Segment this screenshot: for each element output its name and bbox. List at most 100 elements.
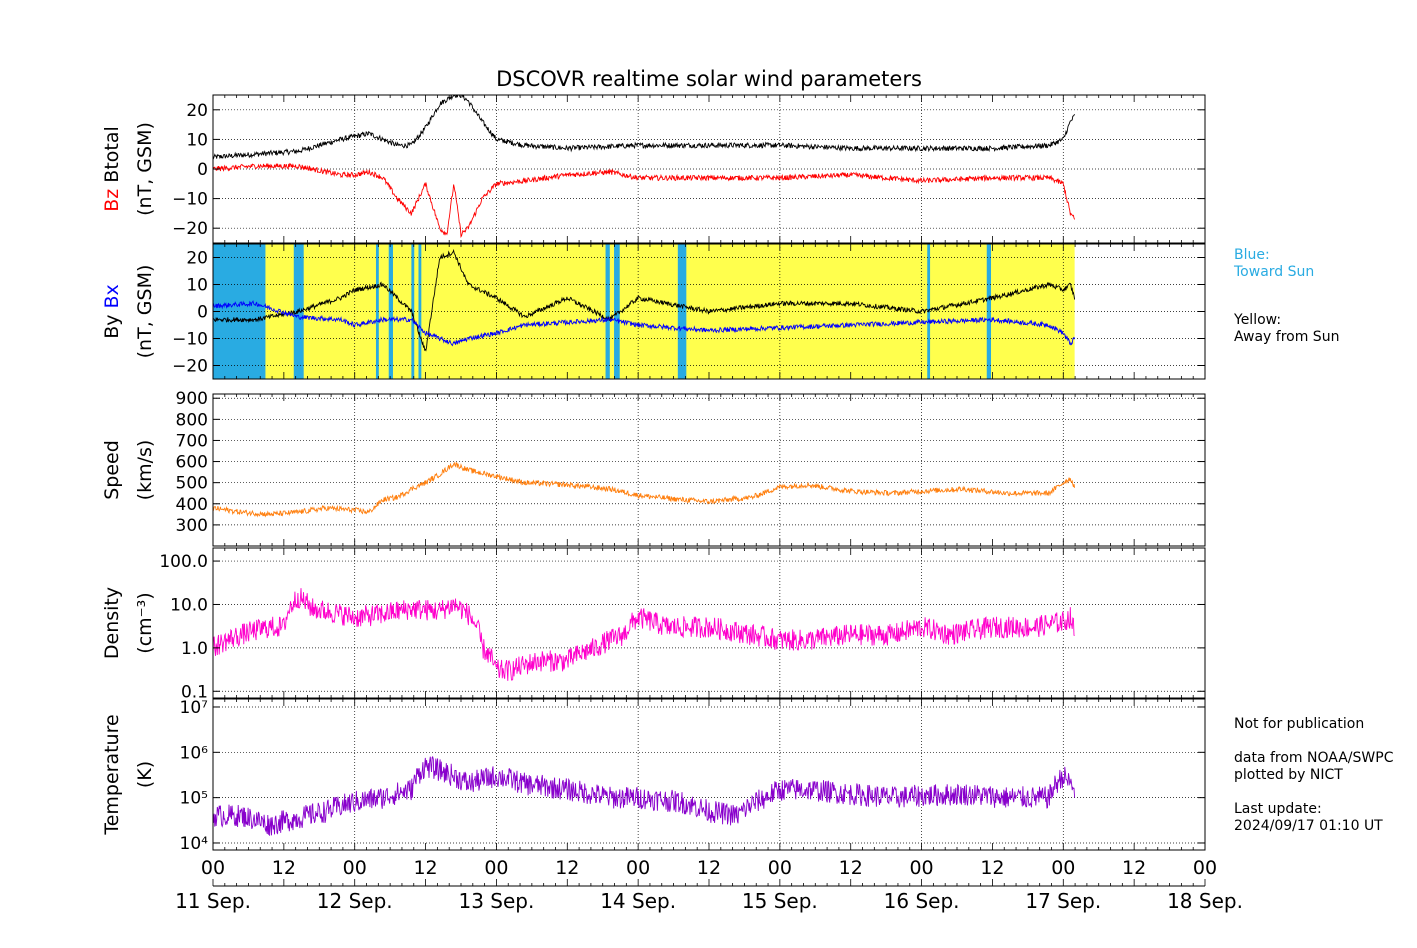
x-hour-tick-label: 12	[413, 857, 437, 879]
x-hour-tick-label: 00	[343, 857, 367, 879]
y-tick-label: 20	[186, 101, 208, 121]
y-axis-label-part: Temperature	[101, 714, 123, 835]
x-date-label: 13 Sep.	[458, 889, 534, 913]
y-tick-label: 400	[176, 495, 208, 515]
x-date-label: 16 Sep.	[884, 889, 960, 913]
y-axis-label: By Bx	[101, 284, 123, 339]
y-axis-label: Bz Btotal	[101, 126, 123, 212]
panel-5: 10⁴ 10⁵ 10⁶ 10⁷ Temperature (K)	[101, 698, 1206, 854]
y-axis-label-part: Speed	[101, 440, 123, 500]
y-axis-unit: (cm⁻³)	[134, 592, 156, 653]
x-hour-tick-label: 12	[272, 857, 296, 879]
y-axis-label-part: Density	[101, 587, 123, 659]
y-axis-label: Temperature	[101, 714, 123, 835]
series-temperature-line	[213, 755, 1076, 836]
panels: −20 −10 0 10 20 Bz Btotal (nT, GSM) −20 −10 0 10 20…	[101, 94, 1206, 854]
legend-yellow-desc: Away from Sun	[1234, 329, 1340, 345]
y-tick-label: 300	[176, 516, 208, 536]
series-bx-line	[213, 300, 1076, 347]
x-date-label: 18 Sep.	[1167, 889, 1243, 913]
x-date-label: 15 Sep.	[742, 889, 818, 913]
y-tick-label: 10⁶	[180, 743, 209, 763]
y-axis-unit: (km/s)	[134, 440, 156, 501]
x-hour-tick-label: 00	[626, 857, 650, 879]
notes-block: Not for publication data from NOAA/SWPC …	[1234, 716, 1393, 835]
x-date-label: 17 Sep.	[1025, 889, 1101, 913]
panel-frame	[212, 393, 1206, 547]
legend-yellow-label: Yellow:	[1234, 312, 1282, 328]
x-hour-tick-label: 00	[1193, 857, 1217, 879]
toward-sector-band	[418, 244, 422, 379]
y-axis-label-part: Bx	[101, 284, 123, 314]
series-speed-line	[213, 461, 1076, 518]
y-tick-label: 0	[197, 160, 208, 180]
y-tick-label: 0	[197, 303, 208, 323]
y-tick-label: 900	[176, 389, 208, 409]
toward-sector-band	[375, 244, 379, 379]
x-date-label: 14 Sep.	[600, 889, 676, 913]
y-axis-label-part: Bz	[101, 189, 123, 212]
series-density-line	[213, 588, 1075, 681]
series-btotal-line	[213, 95, 1075, 160]
y-tick-label: 0.1	[181, 682, 208, 702]
y-tick-label: 10⁵	[180, 789, 208, 809]
y-tick-label: 10⁴	[180, 834, 209, 854]
update-label: Last update:	[1234, 801, 1322, 817]
toward-sector-band	[213, 244, 266, 379]
x-hour-tick-label: 00	[484, 857, 508, 879]
sector-legend: Blue: Toward Sun Yellow: Away from Sun	[1234, 247, 1339, 346]
y-axis-label-part: By	[101, 315, 123, 339]
away-sector-band	[213, 244, 1075, 379]
y-tick-label: 10	[186, 276, 208, 296]
x-hour-tick-label: 00	[201, 857, 225, 879]
y-tick-label: 10.0	[170, 595, 208, 615]
toward-sector-band	[677, 244, 687, 379]
legend-blue-label: Blue:	[1234, 247, 1270, 263]
panel-4: 0.1 1.0 10.0 100.0 Density (cm⁻³)	[101, 547, 1206, 702]
y-axis-label: Density	[101, 587, 123, 659]
y-tick-label: 10	[186, 130, 208, 150]
y-tick-label: 10⁷	[180, 698, 209, 718]
x-hour-tick-label: 00	[1051, 857, 1075, 879]
update-time: 2024/09/17 01:10 UT	[1234, 818, 1383, 834]
y-tick-label: −20	[172, 357, 208, 377]
chart-title: DSCOVR realtime solar wind parameters	[496, 67, 922, 91]
y-tick-label: −10	[172, 330, 208, 350]
y-tick-label: 100.0	[159, 552, 208, 572]
y-axis-unit: (nT, GSM)	[134, 265, 156, 359]
panel-2: −20 −10 0 10 20 By Bx (nT, GSM)	[101, 243, 1206, 380]
x-date-label: 12 Sep.	[317, 889, 393, 913]
y-tick-label: 700	[176, 431, 208, 451]
y-axis-unit: (K)	[134, 761, 156, 788]
x-hour-tick-label: 12	[697, 857, 721, 879]
y-tick-label: 800	[176, 410, 208, 430]
x-date-label: 11 Sep.	[175, 889, 251, 913]
y-tick-label: 20	[186, 249, 208, 269]
panel-1: −20 −10 0 10 20 Bz Btotal (nT, GSM)	[101, 94, 1206, 244]
x-hour-tick-label: 12	[980, 857, 1004, 879]
publication-note: Not for publication	[1234, 716, 1365, 732]
y-tick-label: 600	[176, 453, 208, 473]
x-hour-tick-label: 12	[839, 857, 863, 879]
source-note: data from NOAA/SWPC	[1234, 750, 1394, 766]
toward-sector-band	[411, 244, 415, 379]
x-hour-tick-label: 00	[909, 857, 933, 879]
x-hour-tick-label: 12	[1122, 857, 1146, 879]
series-by-line	[213, 248, 1076, 352]
y-tick-label: −10	[172, 190, 208, 210]
y-tick-label: 500	[176, 474, 208, 494]
y-tick-label: 1.0	[181, 639, 208, 659]
y-axis-label-part: Btotal	[101, 126, 123, 189]
panel-frame	[212, 698, 1206, 851]
x-hour-tick-label: 00	[768, 857, 792, 879]
toward-sector-band	[986, 244, 992, 379]
plotted-note: plotted by NICT	[1234, 767, 1343, 783]
series-bz-line	[213, 162, 1076, 238]
toward-sector-band	[605, 244, 610, 379]
x-hour-tick-label: 12	[555, 857, 579, 879]
y-tick-label: −20	[172, 219, 208, 239]
x-axis: 00 12 00 12 00 12 00 12 00 12 00 12 00 12 00 11 Sep. 12 …	[175, 857, 1243, 913]
